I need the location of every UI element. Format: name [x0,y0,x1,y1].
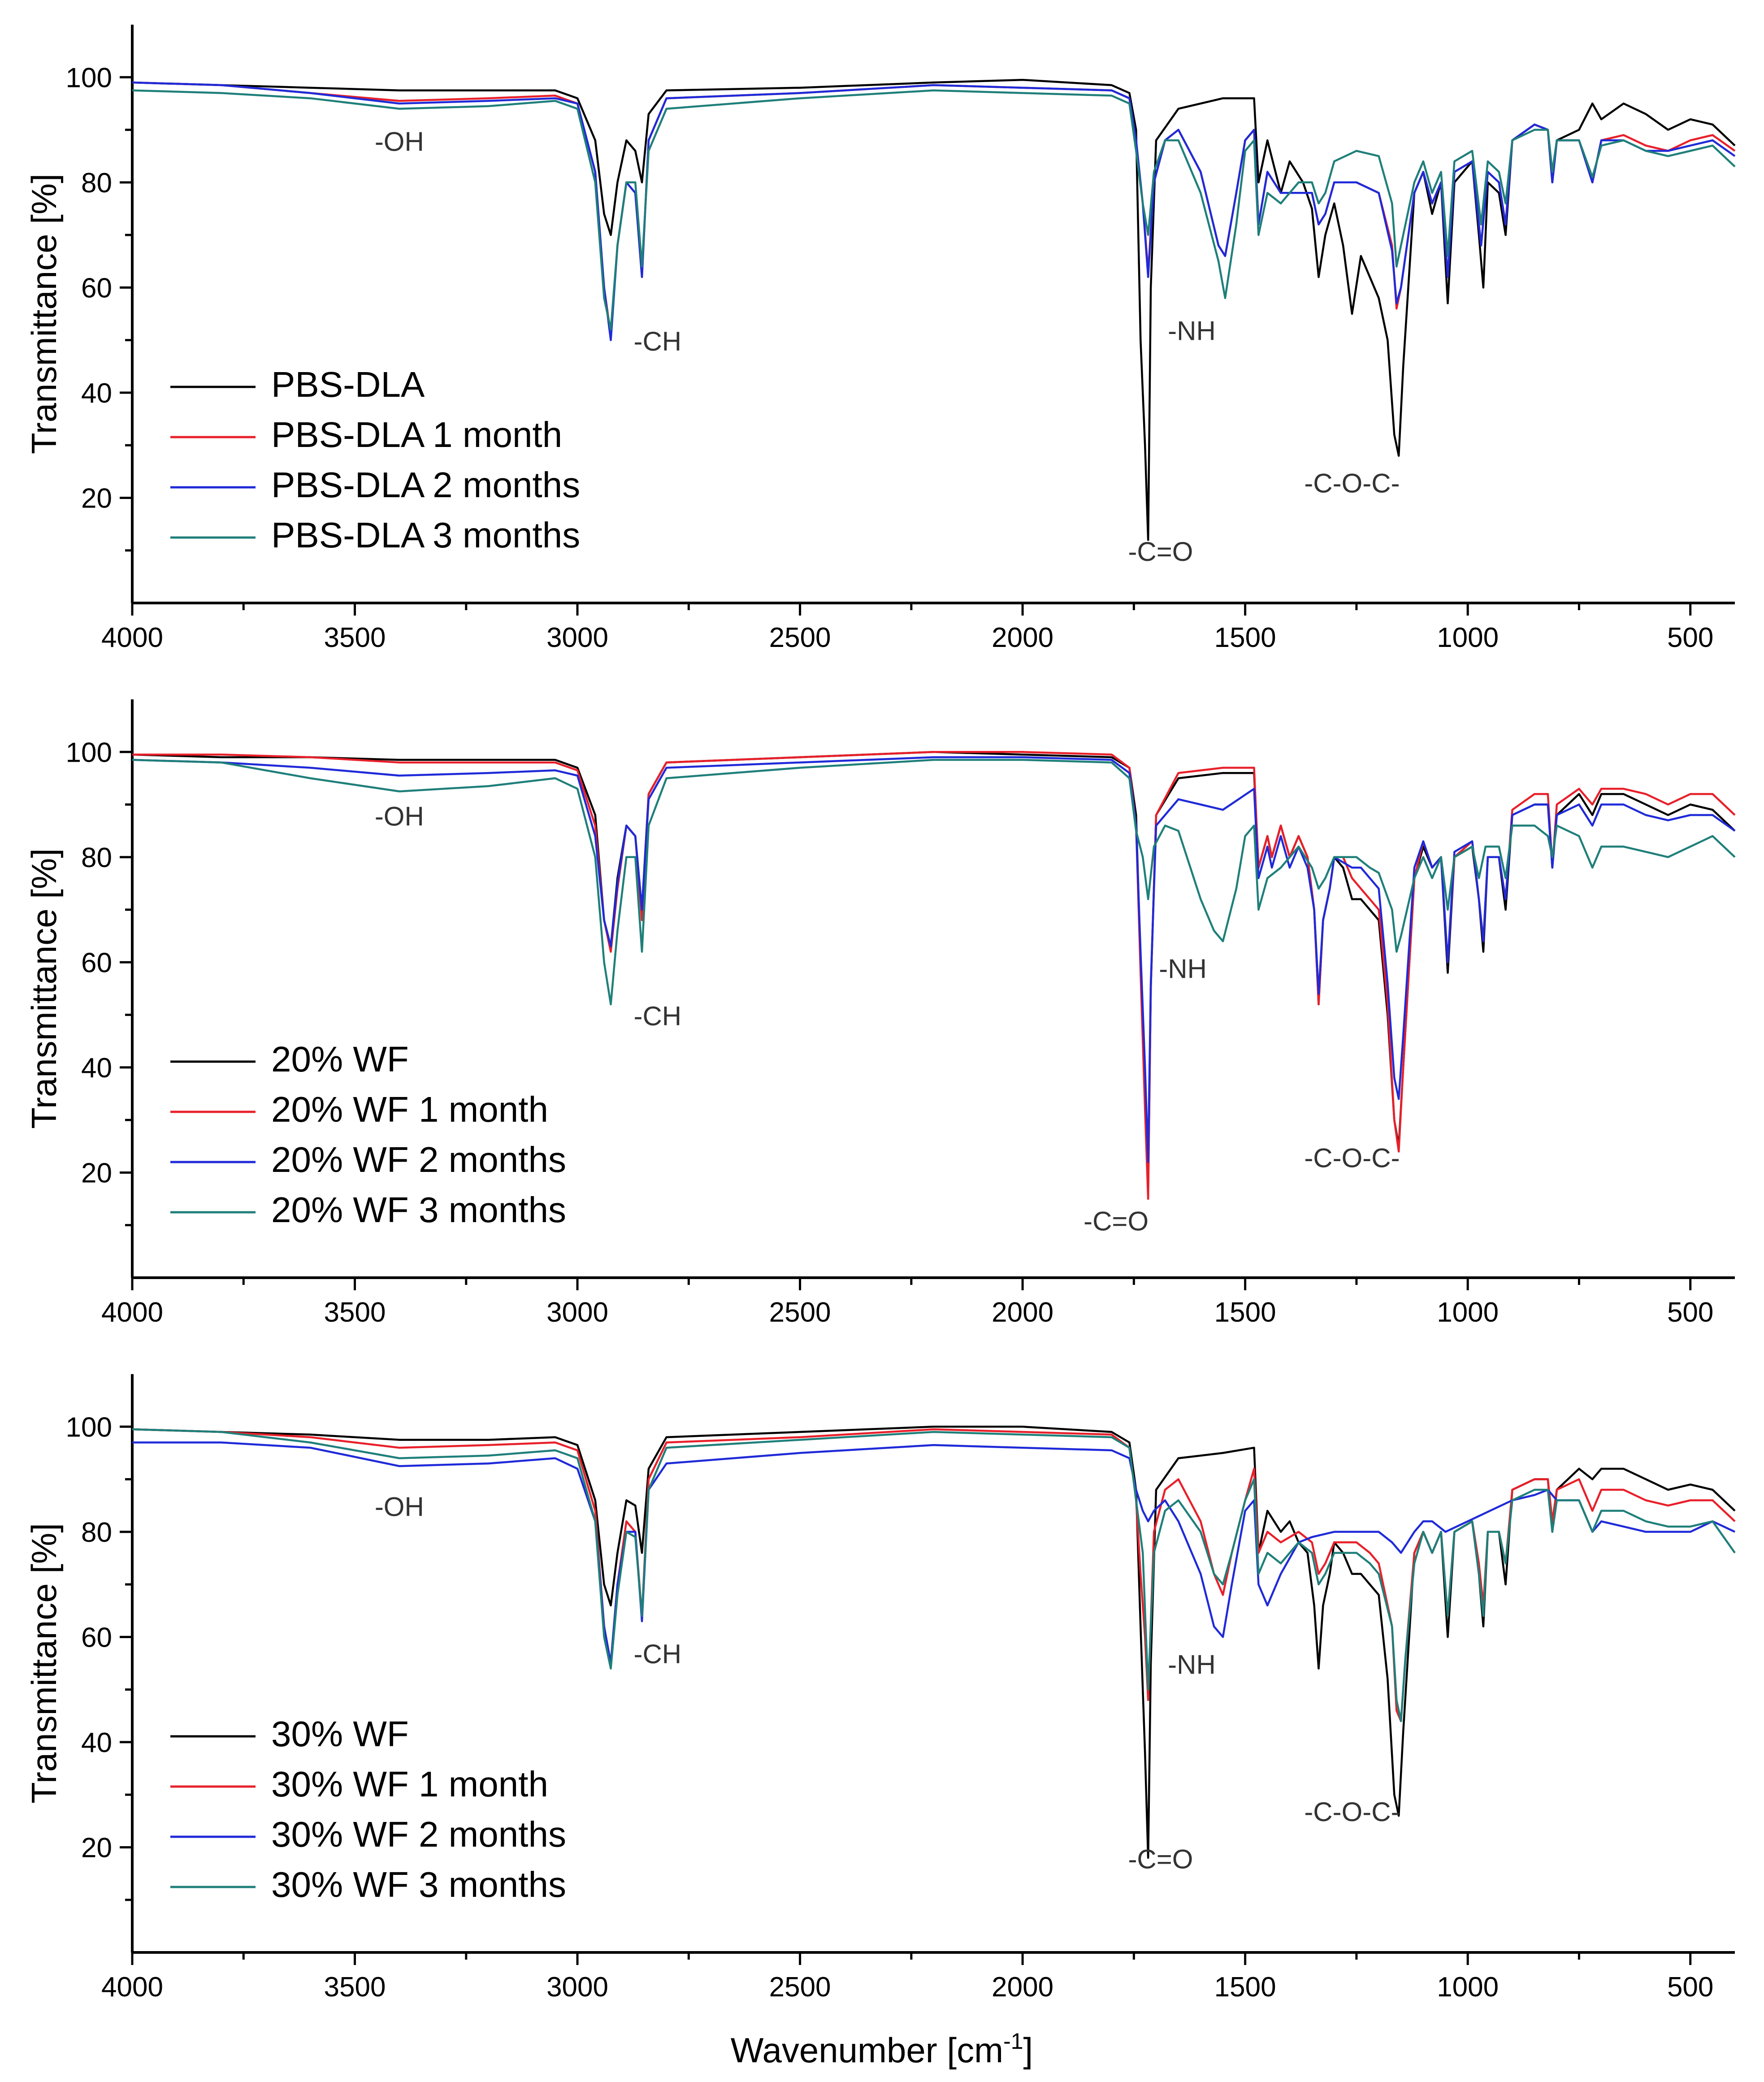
legend-label: PBS-DLA 2 months [271,465,580,505]
y-tick-label: 80 [81,842,112,873]
x-tick-label: 3000 [546,1972,608,2003]
series-line-20pct-wf-1-month [132,751,1736,1200]
peak-label-oh: -OH [375,801,424,831]
legend-label: 30% WF 3 months [271,1865,566,1904]
series-line-30pct-wf-1-month [132,1428,1736,1722]
x-tick-label: 4000 [101,1297,163,1328]
x-tick-label: 500 [1667,1297,1713,1328]
peak-label-nh: -NH [1168,1649,1216,1679]
legend-label: 20% WF 3 months [271,1190,566,1230]
x-tick-label: 3000 [546,622,608,653]
x-tick-label: 2500 [769,1297,831,1328]
legend-label: 30% WF [271,1714,409,1754]
x-tick-label: 3500 [324,622,386,653]
peak-label-c-o-c: -C-O-C- [1304,1797,1400,1827]
peak-label-oh: -OH [375,1492,424,1522]
y-tick-label: 60 [81,1622,112,1653]
y-tick-label: 20 [81,1158,112,1188]
x-axis-title-end: ] [1023,2030,1033,2070]
x-tick-label: 2500 [769,1972,831,2003]
legend-label: 30% WF 2 months [271,1814,566,1854]
y-tick-label: 20 [81,483,112,514]
x-axis-title-sup: -1 [1003,2029,1023,2054]
series-line-30pct-wf-3-months [132,1428,1736,1722]
x-axis-title: Wavenumber [cm-1] [731,2029,1033,2070]
peak-label-nh: -NH [1159,954,1207,984]
x-tick-label: 1000 [1437,1972,1499,2003]
legend-label: 20% WF 2 months [271,1140,566,1180]
legend-label: PBS-DLA 3 months [271,515,580,555]
peak-label-c-o: -C=O [1128,1844,1193,1874]
x-tick-label: 1500 [1214,1297,1276,1328]
panel-2: 4000 3500 3000 2500 2000 1500 1000 500 20 40 60 80 1… [24,699,1736,1328]
y-axis-title: Transmittance [%] [24,174,64,454]
peak-label-c-o: -C=O [1128,537,1193,567]
series-line-pbs-dla-2-months [132,81,1736,341]
series-line-20pct-wf-3-months [132,759,1736,1006]
y-tick-label: 100 [66,737,112,768]
x-tick-label: 1000 [1437,1297,1499,1328]
y-tick-label: 20 [81,1832,112,1863]
series-line-20pct-wf-2-months [132,756,1736,1163]
y-tick-label: 100 [66,62,112,93]
x-axis-title-main: Wavenumber [cm [731,2030,1003,2070]
peak-label-ch: -CH [633,1001,681,1031]
series-line-pbs-dla-3-months [132,89,1736,331]
series-line-30pct-wf-2-months [132,1441,1735,1665]
panel-1: 4000 3500 3000 2500 2000 1500 1000 500 20 40 60 80 1… [24,25,1736,653]
x-tick-label: 1000 [1437,622,1499,653]
y-tick-label: 60 [81,273,112,304]
x-tick-label: 2000 [992,622,1053,653]
x-tick-label: 3500 [324,1972,386,2003]
x-tick-label: 500 [1667,1972,1713,2003]
x-tick-label: 1500 [1214,1972,1276,2003]
x-tick-label: 2000 [992,1297,1053,1328]
x-tick-label: 1500 [1214,622,1276,653]
peak-label-c-o-c: -C-O-C- [1304,468,1400,499]
panel-3: 4000 3500 3000 2500 2000 1500 1000 500 20 40 60 80 1… [24,1374,1736,2003]
legend-label: PBS-DLA 1 month [271,415,562,455]
y-tick-label: 40 [81,1727,112,1758]
legend-label: PBS-DLA [271,364,425,404]
legend-label: 20% WF 1 month [271,1089,548,1129]
y-tick-label: 80 [81,1517,112,1548]
y-tick-label: 80 [81,168,112,199]
x-tick-label: 4000 [101,622,163,653]
y-tick-label: 40 [81,378,112,409]
x-tick-label: 2000 [992,1972,1053,2003]
legend-label: 30% WF 1 month [271,1764,548,1804]
x-tick-label: 3000 [546,1297,608,1328]
peak-label-ch: -CH [633,1639,681,1669]
peak-label-c-o: -C=O [1084,1206,1149,1236]
peak-label-ch: -CH [633,326,681,356]
x-tick-label: 4000 [101,1972,163,2003]
y-tick-label: 100 [66,1412,112,1443]
y-axis-title: Transmittance [%] [24,848,64,1129]
y-tick-label: 40 [81,1053,112,1084]
peak-label-nh: -NH [1168,316,1216,346]
x-tick-label: 3500 [324,1297,386,1328]
series-line-pbs-dla-1-month [132,81,1736,336]
y-axis-title: Transmittance [%] [24,1523,64,1804]
peak-label-oh: -OH [375,126,424,156]
peak-label-c-o-c: -C-O-C- [1304,1143,1400,1173]
y-tick-label: 60 [81,947,112,978]
legend-label: 20% WF [271,1039,409,1079]
x-tick-label: 2500 [769,622,831,653]
x-tick-label: 500 [1667,622,1713,653]
